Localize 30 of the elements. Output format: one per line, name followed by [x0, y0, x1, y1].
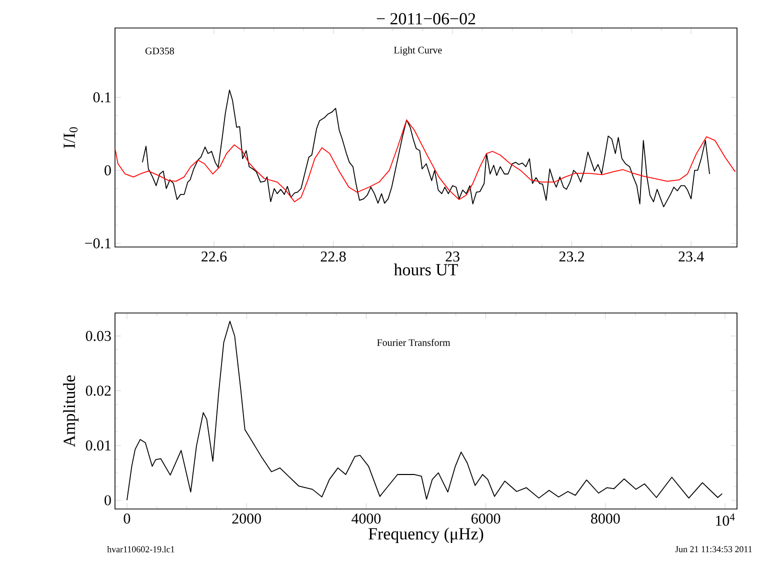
x-tick-label: 10$^{4}$ [716, 514, 735, 526]
x-tick-label: 4000 [352, 514, 381, 524]
x-axis-title: hours UT [394, 264, 458, 276]
y-tick-label: 0.1 [93, 92, 111, 102]
y-tick-label: 0.03 [86, 330, 111, 342]
line-series [126, 320, 723, 501]
annotation: GD358 [145, 48, 174, 54]
x-tick-label: 22.6 [202, 252, 227, 262]
text: Jun 21 11:34:53 2011 [675, 546, 752, 552]
line-series [114, 120, 736, 202]
x-tick-label: 2000 [232, 514, 261, 524]
x-tick-label: 6000 [472, 514, 500, 524]
y-tick-label: 0 [104, 495, 111, 506]
x-tick-label: 22.8 [320, 252, 346, 262]
y-tick-label: 0 [104, 165, 111, 176]
x-tick-label: 23.4 [678, 252, 704, 262]
y-tick-label: 0.02 [86, 386, 111, 396]
x-tick-label: 23.2 [559, 252, 584, 262]
x-tick-label: 0 [124, 514, 130, 524]
x-axis-title: Frequency (μHz) [368, 528, 484, 544]
y-tick-label: 0.01 [86, 440, 111, 451]
text: hvar110602-19.lc1 [107, 546, 174, 552]
x-tick-label: 23 [446, 252, 460, 262]
annotation: Light Curve [394, 46, 442, 56]
y-tick-label: −0.1 [85, 238, 111, 248]
annotation: Fourier Transform [377, 338, 450, 346]
x-tick-label: 8000 [591, 514, 620, 524]
y-axis-title: Amplitude [63, 375, 78, 448]
y-axis-title: I/I$_{0}$ [64, 127, 78, 148]
chart-title: − 2011−06−02 [376, 13, 476, 24]
